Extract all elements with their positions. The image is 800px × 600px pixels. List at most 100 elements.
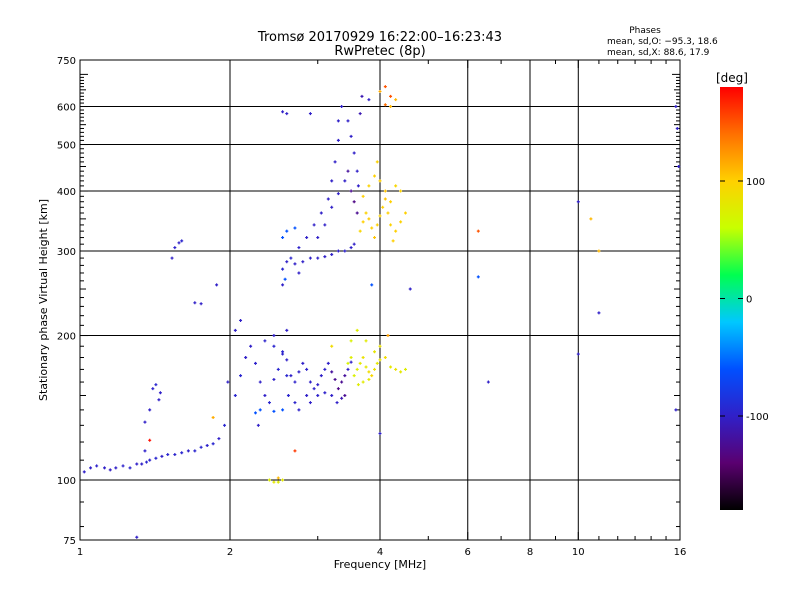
- data-point: [256, 423, 260, 427]
- data-point: [389, 223, 393, 227]
- data-point: [399, 370, 403, 374]
- data-point: [312, 387, 316, 391]
- data-point: [330, 205, 334, 209]
- data-point: [293, 380, 297, 384]
- data-point: [258, 408, 262, 412]
- data-point: [391, 239, 395, 243]
- data-point: [281, 267, 285, 271]
- data-point: [394, 367, 398, 371]
- data-point: [297, 246, 301, 250]
- data-point: [361, 220, 365, 224]
- data-point: [297, 408, 301, 412]
- data-point: [154, 383, 158, 387]
- data-point: [394, 98, 398, 102]
- stats-line-x: mean, sd,X: 88.6, 17.9: [607, 48, 710, 58]
- data-point: [674, 105, 678, 109]
- data-point: [215, 283, 219, 287]
- x-axis-label: Frequency [MHz]: [334, 558, 426, 571]
- x-tick-label: 8: [527, 547, 533, 558]
- data-point: [597, 249, 601, 253]
- data-point: [281, 352, 285, 356]
- data-point: [285, 328, 289, 332]
- data-point: [239, 374, 243, 378]
- data-point: [285, 112, 289, 116]
- data-point: [403, 367, 407, 371]
- data-point: [336, 192, 340, 196]
- data-point: [148, 408, 152, 412]
- data-point: [355, 367, 359, 371]
- chart-title: Tromsø 20170929 16:22:00–16:23:43: [257, 30, 502, 45]
- data-point: [154, 456, 158, 460]
- data-point: [367, 370, 371, 374]
- data-point: [333, 160, 337, 164]
- data-point: [135, 535, 139, 539]
- data-point: [211, 415, 215, 419]
- data-point: [358, 361, 362, 365]
- data-point: [349, 134, 353, 138]
- data-point: [364, 211, 368, 215]
- data-point: [576, 200, 580, 204]
- data-point: [343, 249, 347, 253]
- data-point: [364, 365, 368, 369]
- data-point: [378, 89, 382, 93]
- data-point: [148, 458, 152, 462]
- data-point: [316, 394, 320, 398]
- data-point: [323, 391, 327, 395]
- data-point: [360, 94, 364, 98]
- data-point: [145, 460, 149, 464]
- y-tick-label: 600: [57, 103, 76, 114]
- colorbar-ticks: 100 0 -100: [720, 177, 769, 423]
- data-point: [373, 367, 377, 371]
- y-tick-label: 100: [57, 476, 76, 487]
- data-point: [272, 334, 276, 338]
- data-point: [355, 211, 359, 215]
- x-tick-label: 16: [674, 547, 687, 558]
- data-point: [675, 126, 679, 130]
- data-point: [330, 179, 334, 183]
- data-point: [383, 355, 387, 359]
- data-points: [82, 85, 681, 539]
- data-point: [293, 226, 297, 230]
- data-point: [378, 179, 382, 183]
- data-point: [293, 449, 297, 453]
- data-point: [140, 462, 144, 466]
- data-point: [312, 223, 316, 227]
- data-point: [326, 361, 330, 365]
- data-point: [293, 401, 297, 405]
- data-point: [364, 339, 368, 343]
- data-point: [589, 217, 593, 221]
- data-point: [343, 179, 347, 183]
- data-point: [408, 287, 412, 291]
- data-point: [211, 442, 215, 446]
- data-point: [285, 358, 289, 362]
- data-point: [386, 211, 390, 215]
- data-point: [361, 194, 365, 198]
- data-point: [597, 311, 601, 315]
- data-point: [333, 377, 337, 381]
- data-point: [373, 350, 377, 354]
- colorbar: [720, 87, 743, 510]
- data-point: [330, 344, 334, 348]
- data-point: [193, 449, 197, 453]
- data-point: [381, 205, 385, 209]
- data-point: [267, 401, 271, 405]
- data-point: [349, 246, 353, 250]
- data-point: [378, 432, 382, 436]
- x-tick-label: 10: [572, 547, 585, 558]
- colorbar-label: [deg]: [716, 71, 748, 85]
- data-point: [336, 249, 340, 253]
- data-point: [272, 409, 276, 413]
- data-point: [95, 464, 99, 468]
- data-point: [301, 361, 305, 365]
- data-point: [356, 383, 360, 387]
- data-point: [383, 85, 387, 89]
- data-point: [199, 445, 203, 449]
- axis-ticks: 1 2 4 6 8 10 16 75 100 200 300 400 500 600 750: [57, 56, 686, 558]
- data-point: [323, 255, 327, 259]
- data-point: [361, 355, 365, 359]
- data-point: [336, 387, 340, 391]
- data-point: [674, 408, 678, 412]
- data-point: [486, 380, 490, 384]
- x-tick-label: 1: [77, 547, 83, 558]
- y-axis-label: Stationary phase Virtual Height [km]: [37, 199, 50, 401]
